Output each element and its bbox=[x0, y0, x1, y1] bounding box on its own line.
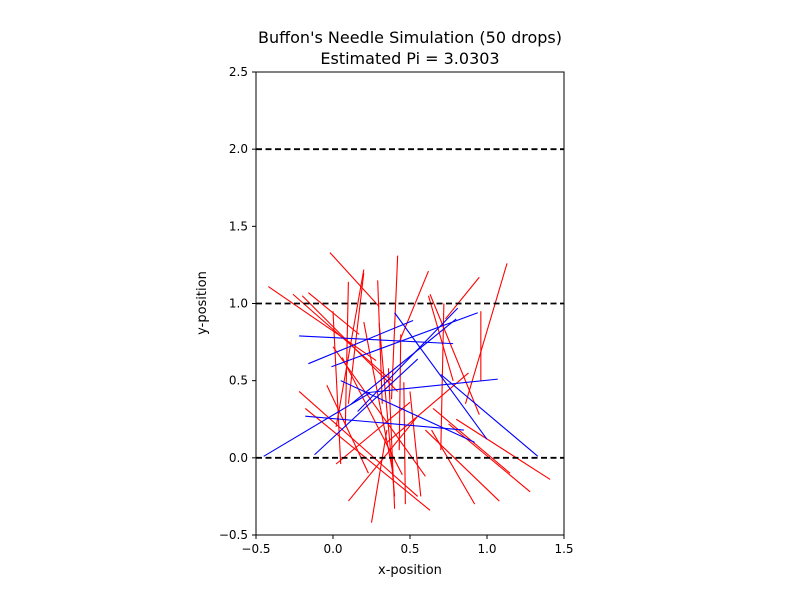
crossing-needle-7 bbox=[335, 269, 365, 428]
y-tick-label: 2.5 bbox=[229, 65, 248, 79]
y-axis: −0.5 0.0 0.5 1.0 1.5 2.0 2.5 bbox=[219, 65, 256, 542]
y-tick-label: 0.0 bbox=[229, 451, 248, 465]
chart-title: Buffon's Needle Simulation (50 drops) bbox=[258, 28, 562, 47]
y-tick-label: 1.0 bbox=[229, 297, 248, 311]
y-tick-label: −0.5 bbox=[219, 528, 248, 542]
non-crossing-needle-44 bbox=[394, 312, 488, 440]
non-crossing-needle-39 bbox=[308, 319, 414, 365]
crossing-needle-33 bbox=[386, 372, 469, 443]
x-axis: −0.5 0.0 0.5 1.0 1.5 bbox=[241, 535, 574, 556]
crossing-needle-13 bbox=[427, 295, 454, 381]
non-crossing-needle-45 bbox=[363, 378, 498, 394]
crossing-needle-32 bbox=[335, 401, 411, 465]
crossing-needle-19 bbox=[304, 408, 431, 511]
crossing-needle-14 bbox=[440, 303, 445, 451]
reference-lines-group bbox=[256, 148, 564, 459]
crossing-needle-26 bbox=[398, 334, 402, 451]
crossing-needle-30 bbox=[370, 429, 388, 523]
crossing-needle-0 bbox=[268, 286, 377, 362]
x-tick-label: 1.0 bbox=[477, 542, 496, 556]
needles-group bbox=[263, 252, 551, 523]
crossing-needle-27 bbox=[403, 382, 406, 505]
y-tick-label: 1.5 bbox=[229, 219, 248, 233]
crossing-needle-9 bbox=[377, 280, 383, 404]
crossing-needle-12 bbox=[429, 294, 480, 415]
non-crossing-needle-47 bbox=[263, 392, 371, 457]
non-crossing-needle-41 bbox=[357, 307, 459, 412]
non-crossing-needle-46 bbox=[305, 415, 464, 431]
chart-subtitle: Estimated Pi = 3.0303 bbox=[320, 49, 499, 68]
non-crossing-needle-48 bbox=[314, 358, 419, 456]
x-tick-label: 0.5 bbox=[400, 542, 419, 556]
crossing-needle-11 bbox=[398, 270, 429, 343]
crossing-needle-1 bbox=[292, 293, 392, 382]
x-tick-label: 0.0 bbox=[323, 542, 342, 556]
crossing-needle-17 bbox=[464, 263, 508, 404]
crossing-needle-15 bbox=[444, 276, 480, 320]
crossing-needle-34 bbox=[425, 429, 500, 502]
x-tick-label: −0.5 bbox=[241, 542, 270, 556]
non-crossing-needle-43 bbox=[351, 318, 457, 405]
crossing-needle-4 bbox=[329, 252, 380, 307]
crossing-needle-18 bbox=[298, 391, 419, 497]
crossing-needle-28 bbox=[409, 391, 422, 497]
crossing-needle-24 bbox=[378, 323, 396, 497]
non-crossing-needle-49 bbox=[440, 374, 539, 457]
x-tick-label: 1.5 bbox=[554, 542, 573, 556]
y-tick-label: 0.5 bbox=[229, 374, 248, 388]
crossing-needle-5 bbox=[332, 311, 342, 465]
crossing-needle-6 bbox=[344, 281, 349, 427]
x-axis-label: x-position bbox=[378, 563, 442, 578]
crossing-needle-3 bbox=[308, 292, 360, 335]
crossing-needle-36 bbox=[455, 418, 551, 480]
y-tick-label: 2.0 bbox=[229, 142, 248, 156]
crossing-needle-21 bbox=[332, 346, 426, 477]
non-crossing-needle-42 bbox=[340, 380, 475, 443]
y-axis-label: y-position bbox=[195, 271, 210, 335]
